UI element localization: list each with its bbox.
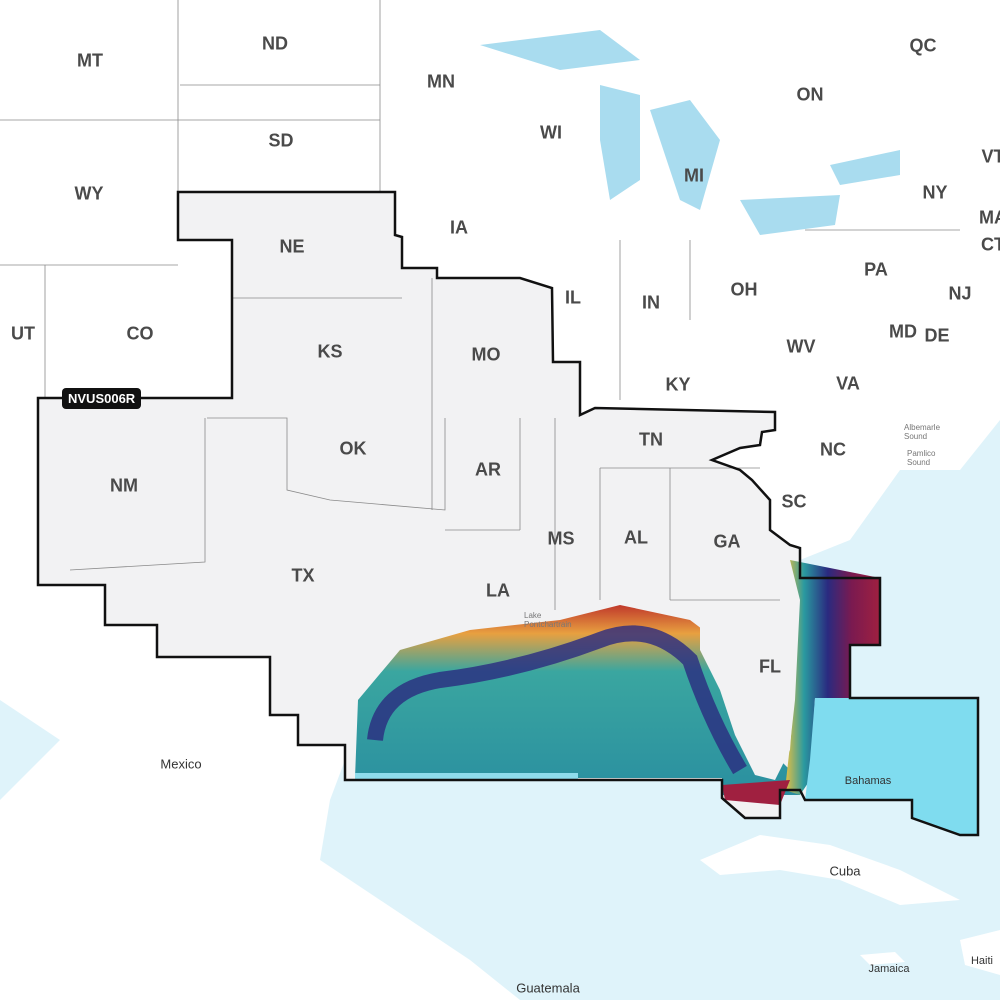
state-label-ne: NE	[279, 236, 305, 257]
state-label-ct: CT	[981, 234, 1000, 255]
water-label-albemarle-sound: Albemarle Sound	[904, 423, 941, 441]
state-label-de: DE	[924, 325, 950, 346]
state-label-ny: NY	[922, 182, 948, 203]
state-label-ms: MS	[547, 528, 575, 549]
state-label-ok: OK	[339, 438, 367, 459]
country-label-haiti: Haiti	[970, 955, 994, 967]
state-label-ut: UT	[11, 323, 35, 344]
country-label-bahamas: Bahamas	[844, 775, 892, 787]
state-label-sd: SD	[268, 130, 294, 151]
state-label-sc: SC	[781, 491, 807, 512]
country-label-guatemala: Guatemala	[516, 980, 580, 996]
state-label-in: IN	[642, 292, 660, 313]
province-label-qc: QC	[909, 35, 937, 56]
state-label-mn: MN	[427, 71, 455, 92]
state-label-pa: PA	[864, 259, 888, 280]
state-label-nc: NC	[820, 439, 846, 460]
state-label-ar: AR	[475, 459, 501, 480]
state-label-tn: TN	[639, 429, 663, 450]
state-label-ma: MA	[979, 207, 1000, 228]
country-label-cuba: Cuba	[829, 863, 861, 879]
state-label-ks: KS	[317, 341, 343, 362]
state-label-la: LA	[486, 580, 510, 601]
state-label-md: MD	[889, 321, 917, 342]
cuba-land	[700, 835, 960, 905]
state-label-wv: WV	[786, 336, 816, 357]
state-label-vt: VT	[981, 146, 1000, 167]
province-label-on: ON	[796, 84, 824, 105]
water-label-lake-pontchartrain: Lake Pontchartrain	[524, 611, 572, 629]
state-label-mt: MT	[77, 50, 103, 71]
state-label-mi: MI	[684, 165, 704, 186]
atlantic-bathymetry	[785, 560, 880, 795]
state-label-mo: MO	[471, 344, 501, 365]
hispaniola-land	[960, 930, 1000, 975]
gulf-deep-band	[367, 625, 747, 775]
state-label-al: AL	[624, 527, 648, 548]
state-label-nd: ND	[262, 33, 288, 54]
great-lakes	[480, 30, 900, 235]
state-label-ia: IA	[450, 217, 468, 238]
florida-keys-shelf	[722, 780, 790, 805]
shallow-bar	[355, 773, 578, 780]
state-label-ky: KY	[665, 374, 691, 395]
state-label-nm: NM	[110, 475, 138, 496]
state-label-ga: GA	[713, 531, 741, 552]
state-label-oh: OH	[730, 279, 758, 300]
state-label-il: IL	[565, 287, 581, 308]
country-label-mexico: Mexico	[160, 756, 202, 772]
country-label-jamaica: Jamaica	[868, 963, 910, 975]
water-label-pamlico-sound: Pamlico Sound	[907, 449, 936, 467]
state-label-tx: TX	[291, 565, 315, 586]
jamaica-land	[860, 952, 905, 965]
florida-land	[700, 598, 795, 780]
product-code-badge: NVUS006R	[62, 388, 142, 409]
state-label-co: CO	[126, 323, 154, 344]
state-label-wi: WI	[540, 122, 562, 143]
bahamas-bank	[805, 698, 978, 835]
state-label-wy: WY	[74, 183, 104, 204]
coverage-border	[36, 190, 980, 837]
state-label-va: VA	[836, 373, 860, 394]
state-label-nj: NJ	[948, 283, 972, 304]
state-label-fl: FL	[759, 656, 781, 677]
